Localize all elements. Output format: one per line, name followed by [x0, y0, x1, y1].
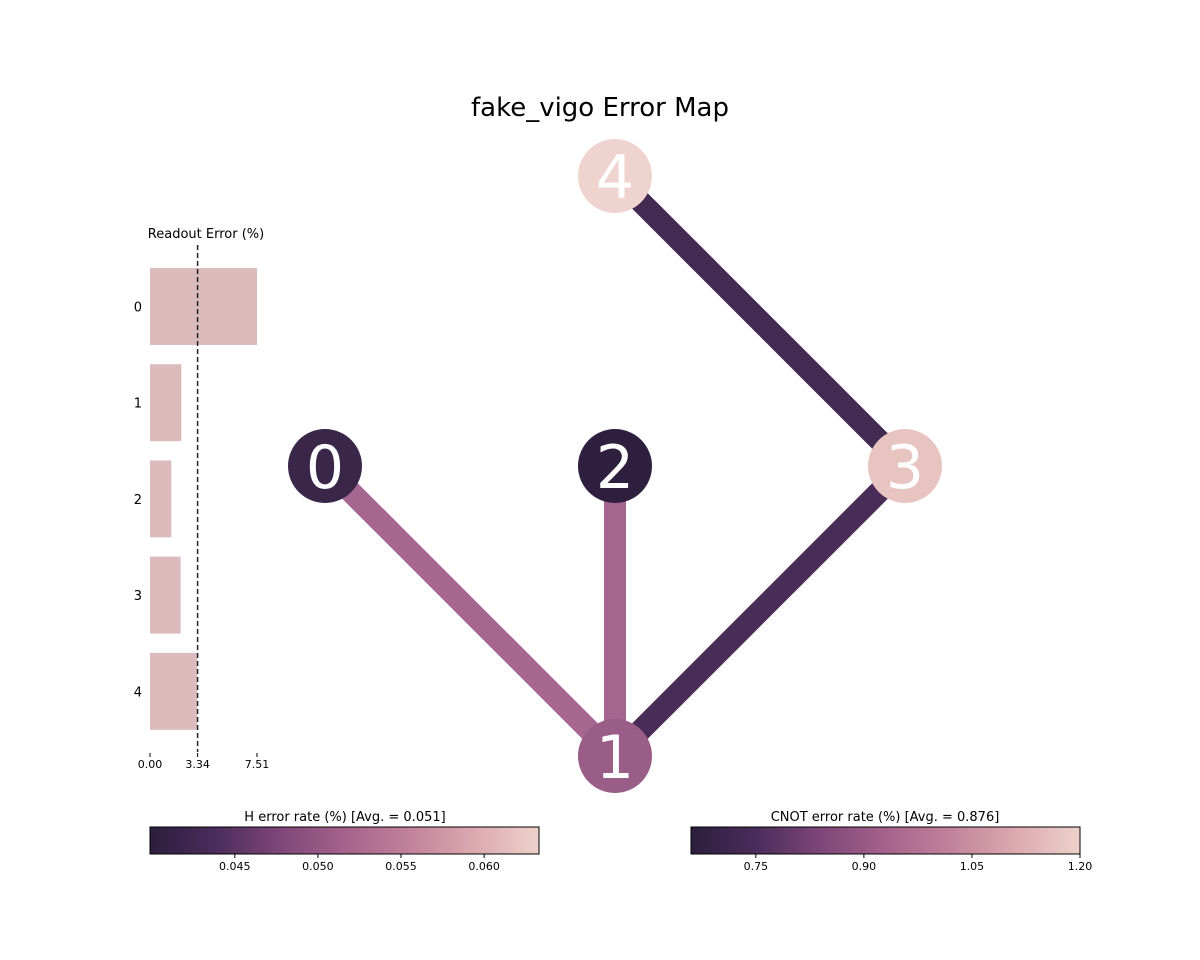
- readout-x-tick-label-1: 3.34: [185, 758, 210, 771]
- edge-0-1: [317, 458, 623, 764]
- qubit-node-label-2: 2: [596, 433, 634, 503]
- readout-qubit-label-1: 1: [134, 397, 142, 412]
- coupling-edges: [317, 168, 913, 764]
- readout-qubit-label-2: 2: [134, 493, 142, 508]
- chart-title: fake_vigo Error Map: [471, 93, 729, 123]
- readout-x-tick-label-0: 0.00: [138, 758, 163, 771]
- h-error-colorbar: H error rate (%) [Avg. = 0.051] 0.045 0.0…: [149, 810, 540, 873]
- qubit-node-label-3: 3: [886, 433, 924, 503]
- h-error-tick-label-0: 0.045: [219, 860, 251, 873]
- h-error-ticks: 0.045 0.050 0.055 0.060: [219, 854, 500, 873]
- readout-qubit-label-4: 4: [134, 685, 142, 700]
- readout-bar-3: [150, 556, 181, 634]
- cnot-error-gradient: [690, 826, 1081, 855]
- readout-error-panel: Readout Error (%) 0 1 2 3 4 0.00 3.34 7.51: [134, 227, 270, 771]
- readout-qubit-label-0: 0: [134, 301, 142, 316]
- qubit-node-2: [578, 429, 652, 503]
- h-error-colorbar-label: H error rate (%) [Avg. = 0.051]: [244, 810, 445, 825]
- readout-qubit-labels: 0 1 2 3 4: [134, 301, 142, 701]
- cnot-error-tick-label-3: 1.20: [1068, 860, 1093, 873]
- edge-3-4: [607, 168, 913, 474]
- readout-x-tick-label-2: 7.51: [245, 758, 270, 771]
- cnot-error-colorbar: CNOT error rate (%) [Avg. = 0.876] 0.75 0…: [690, 810, 1093, 873]
- h-error-tick-label-1: 0.050: [302, 860, 334, 873]
- readout-x-ticks: 0.00 3.34 7.51: [138, 753, 270, 771]
- cnot-error-tick-label-1: 0.90: [852, 860, 877, 873]
- qubit-node-label-1: 1: [596, 723, 634, 793]
- qubit-node-4: [578, 139, 652, 213]
- cnot-error-ticks: 0.75 0.90 1.05 1.20: [744, 854, 1093, 873]
- qubit-node-label-4: 4: [596, 143, 634, 213]
- qubit-node-0: [288, 429, 362, 503]
- readout-bar-0: [150, 268, 257, 345]
- cnot-error-tick-label-0: 0.75: [744, 860, 769, 873]
- readout-bar-4: [150, 652, 198, 730]
- qubit-node-3: [868, 429, 942, 503]
- qubit-node-label-0: 0: [306, 433, 344, 503]
- h-error-tick-label-3: 0.060: [468, 860, 500, 873]
- h-error-tick-label-2: 0.055: [385, 860, 417, 873]
- cnot-error-colorbar-label: CNOT error rate (%) [Avg. = 0.876]: [771, 810, 1000, 825]
- readout-bar-2: [150, 460, 172, 538]
- qubit-nodes: 0 1 2 3 4: [288, 139, 942, 793]
- qubit-node-1: [578, 719, 652, 793]
- readout-error-label: Readout Error (%): [148, 227, 264, 242]
- cnot-error-tick-label-2: 1.05: [960, 860, 985, 873]
- readout-qubit-label-3: 3: [134, 589, 142, 604]
- readout-bars: [150, 268, 257, 730]
- readout-bar-1: [150, 364, 182, 442]
- h-error-gradient: [149, 826, 540, 855]
- edge-1-3: [607, 458, 913, 764]
